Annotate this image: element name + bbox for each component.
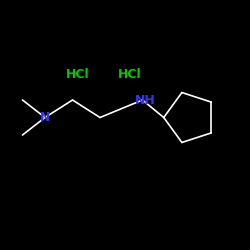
Text: N: N <box>40 111 50 124</box>
Text: HCl: HCl <box>66 68 89 82</box>
Text: HCl: HCl <box>118 68 142 82</box>
Text: NH: NH <box>134 94 156 106</box>
